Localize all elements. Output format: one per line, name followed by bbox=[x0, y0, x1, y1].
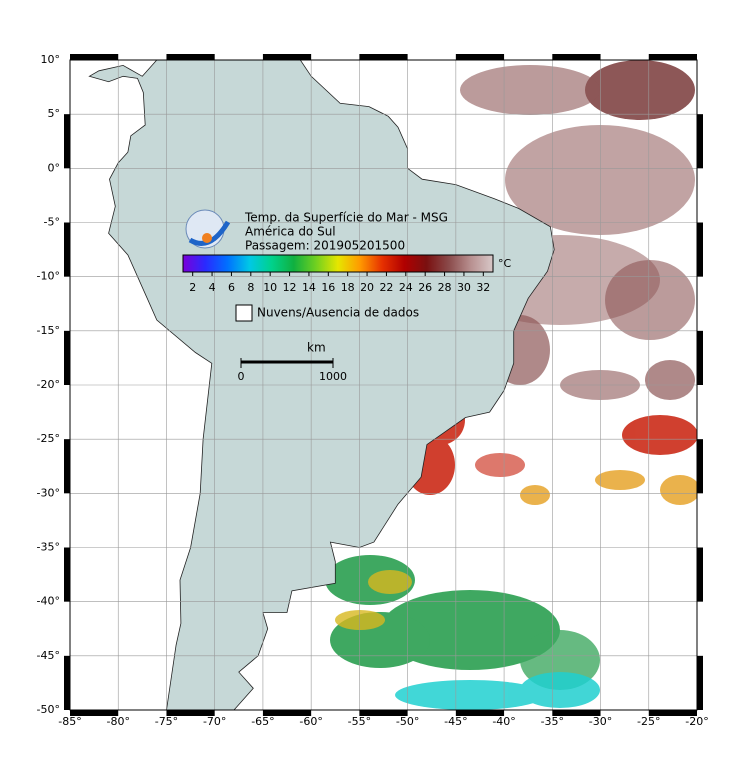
lat-tick-label: 5° bbox=[48, 107, 61, 120]
border-segment bbox=[697, 547, 703, 602]
lat-tick-label: -40° bbox=[37, 595, 60, 608]
colorbar-tick-label: 22 bbox=[379, 281, 393, 294]
border-segment bbox=[262, 710, 312, 716]
border-segment bbox=[697, 114, 703, 169]
colorbar-tick-label: 30 bbox=[457, 281, 471, 294]
lat-tick-label: -25° bbox=[37, 432, 60, 445]
border-segment bbox=[552, 710, 601, 716]
lon-tick-label: -75° bbox=[155, 715, 178, 728]
lon-tick-label: -85° bbox=[58, 715, 81, 728]
scale-tick-label: 1000 bbox=[319, 370, 347, 383]
lon-tick-label: -20° bbox=[685, 715, 708, 728]
lon-tick-label: -45° bbox=[444, 715, 467, 728]
colorbar-tick-label: 20 bbox=[360, 281, 374, 294]
logo-sun bbox=[202, 233, 212, 243]
lon-tick-label: -35° bbox=[541, 715, 564, 728]
lon-tick-label: -25° bbox=[637, 715, 660, 728]
subtitle: América do Sul bbox=[245, 225, 336, 239]
colorbar-tick-label: 28 bbox=[438, 281, 452, 294]
lon-tick-label: -40° bbox=[492, 715, 515, 728]
border-segment bbox=[648, 54, 697, 60]
border-segment bbox=[455, 54, 505, 60]
lat-tick-label: -5° bbox=[44, 216, 60, 229]
lon-tick-label: -60° bbox=[299, 715, 322, 728]
border-segment bbox=[697, 330, 703, 385]
lat-tick-label: 0° bbox=[48, 161, 61, 174]
colorbar-tick-label: 18 bbox=[341, 281, 355, 294]
colorbar-tick-label: 14 bbox=[302, 281, 316, 294]
lat-tick-label: -15° bbox=[37, 324, 60, 337]
border-segment bbox=[697, 222, 703, 277]
border-segment bbox=[166, 54, 215, 60]
lat-tick-label: -50° bbox=[37, 703, 60, 716]
lon-tick-label: -80° bbox=[106, 715, 129, 728]
title: Temp. da Superfície do Mar - MSG bbox=[244, 211, 448, 225]
colorbar-tick-label: 4 bbox=[209, 281, 216, 294]
lat-tick-label: -45° bbox=[37, 649, 60, 662]
lat-tick-label: -20° bbox=[37, 378, 60, 391]
border-segment bbox=[262, 54, 312, 60]
lat-tick-label: -35° bbox=[37, 541, 60, 554]
border-segment bbox=[697, 655, 703, 710]
lon-tick-label: -70° bbox=[203, 715, 226, 728]
colorbar-tick-label: 16 bbox=[321, 281, 335, 294]
lon-tick-label: -65° bbox=[251, 715, 274, 728]
cloud-swatch bbox=[235, 304, 253, 322]
pass: Passagem: 201905201500 bbox=[245, 239, 405, 253]
colorbar-tick-label: 10 bbox=[263, 281, 277, 294]
colorbar-tick-label: 12 bbox=[283, 281, 297, 294]
lat-tick-label: -30° bbox=[37, 486, 60, 499]
border-segment bbox=[64, 547, 70, 602]
border-segment bbox=[64, 222, 70, 277]
border-segment bbox=[64, 655, 70, 710]
border-segment bbox=[697, 439, 703, 494]
lon-tick-label: -55° bbox=[348, 715, 371, 728]
lon-tick-label: -30° bbox=[589, 715, 612, 728]
border-segment bbox=[552, 54, 601, 60]
border-segment bbox=[64, 114, 70, 169]
border-segment bbox=[166, 710, 215, 716]
lon-tick-label: -50° bbox=[396, 715, 419, 728]
border-segment bbox=[70, 54, 119, 60]
legend: Temp. da Superfície do Mar - MSG América… bbox=[182, 209, 512, 364]
lat-tick-label: -10° bbox=[37, 270, 60, 283]
colorbar-tick-label: 6 bbox=[228, 281, 235, 294]
border-segment bbox=[64, 330, 70, 385]
colorbar-tick-label: 32 bbox=[476, 281, 490, 294]
border-segment bbox=[455, 710, 505, 716]
colorbar-tick-label: 26 bbox=[418, 281, 432, 294]
colorbar-unit: °C bbox=[498, 257, 512, 270]
border-segment bbox=[70, 710, 119, 716]
colorbar-tick-label: 24 bbox=[399, 281, 413, 294]
border-segment bbox=[64, 439, 70, 494]
border-segment bbox=[359, 54, 408, 60]
border-segment bbox=[648, 710, 697, 716]
colorbar bbox=[182, 254, 494, 273]
colorbar-tick-label: 8 bbox=[247, 281, 254, 294]
scale-tick-label: 0 bbox=[238, 370, 245, 383]
lat-tick-label: 10° bbox=[41, 53, 61, 66]
border-segment bbox=[359, 710, 408, 716]
colorbar-tick-label: 2 bbox=[189, 281, 196, 294]
cloud-legend: Nuvens/Ausencia de dados bbox=[257, 306, 419, 320]
scale-unit: km bbox=[307, 341, 326, 355]
